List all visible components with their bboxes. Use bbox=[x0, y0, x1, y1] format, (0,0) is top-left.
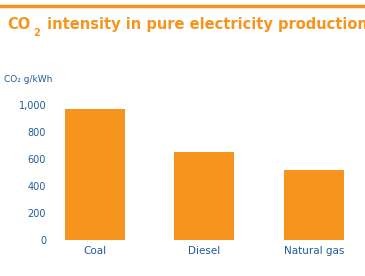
Bar bbox=[65, 109, 125, 240]
Text: CO₂ g/kWh: CO₂ g/kWh bbox=[4, 75, 52, 84]
Bar bbox=[284, 170, 344, 240]
Text: intensity in pure electricity production: intensity in pure electricity production bbox=[42, 17, 365, 32]
Text: 2: 2 bbox=[34, 28, 40, 38]
Text: CO: CO bbox=[7, 17, 31, 32]
Bar bbox=[174, 152, 234, 240]
